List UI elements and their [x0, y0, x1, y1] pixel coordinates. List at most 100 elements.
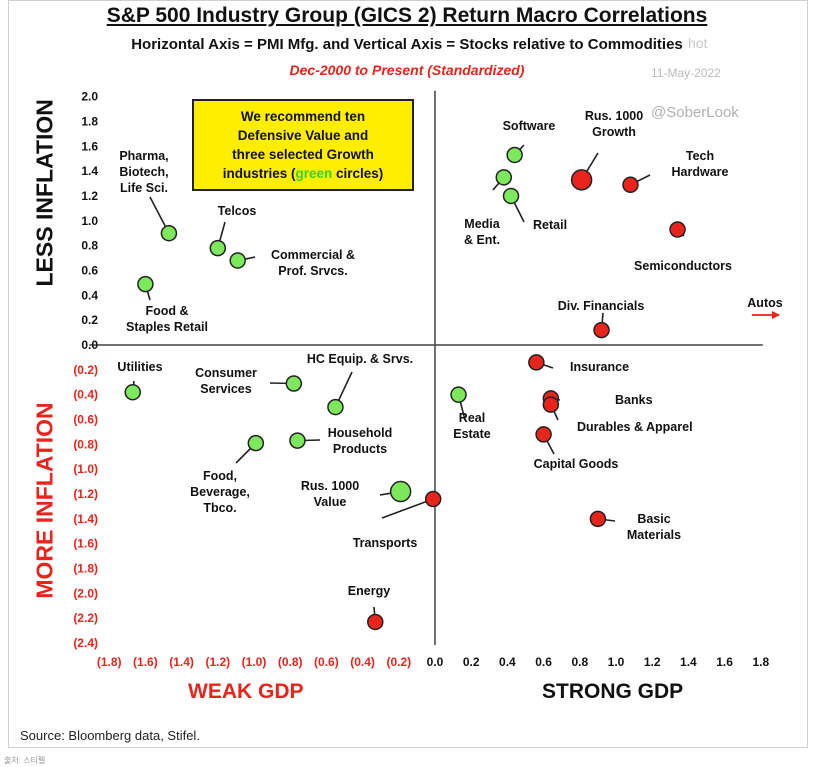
- data-point: [669, 221, 686, 238]
- y-tick-label: (2.0): [73, 586, 98, 600]
- y-tick-label: 2.0: [81, 90, 98, 104]
- leader-line: [381, 498, 434, 519]
- data-point: [327, 398, 344, 416]
- callout-text: industries (: [222, 166, 296, 181]
- offchart-arrow-head: [772, 311, 780, 319]
- y-tick-label: 0.6: [81, 263, 98, 277]
- x-tick-label: (1.8): [97, 655, 122, 669]
- point-label: Consumer Services: [195, 366, 257, 396]
- y-tick-label: (0.6): [73, 413, 98, 427]
- recommendation-callout: We recommend ten Defensive Value and thr…: [192, 99, 414, 191]
- data-point: [495, 169, 513, 186]
- point-label: Energy: [348, 584, 390, 598]
- point-label-line: Media: [464, 217, 500, 231]
- data-point: [506, 146, 523, 164]
- chart-title: S&P 500 Industry Group (GICS 2) Return M…: [106, 4, 708, 27]
- callout-green-word: green: [295, 166, 333, 181]
- x-tick-label: (0.2): [386, 655, 411, 669]
- y-tick-label: (0.2): [73, 363, 98, 377]
- x-tick-label: 0.8: [571, 655, 588, 669]
- y-tick-label: 1.2: [81, 189, 98, 203]
- y-tick-label: (1.8): [73, 562, 98, 576]
- point-label-line: Retail: [533, 218, 567, 232]
- y-tick-label: (2.4): [73, 636, 98, 650]
- point-label-line: Tbco.: [203, 501, 236, 515]
- point-label-line: Value: [314, 495, 347, 509]
- y-tick-label: (1.4): [73, 512, 98, 526]
- x-tick-label: 0.6: [535, 655, 552, 669]
- point-label: Rus. 1000 Growth: [585, 109, 643, 139]
- point-label-line: Div. Financials: [558, 299, 645, 313]
- point-label: Div. Financials: [558, 299, 645, 313]
- data-point: [389, 480, 412, 503]
- data-point: [137, 275, 154, 293]
- x-tick-label: 0.4: [499, 655, 516, 669]
- point-label-line: Rus. 1000: [301, 479, 359, 493]
- point-label-line: Food,: [203, 469, 237, 483]
- x-axis-label-strong-gdp: STRONG GDP: [542, 680, 684, 703]
- x-tick-label: 1.8: [752, 655, 769, 669]
- data-point: [535, 426, 552, 443]
- point-label: Commercial & Prof. Srvcs.: [271, 248, 355, 278]
- y-tick-label: 0.8: [81, 239, 98, 253]
- x-tick-label: 1.2: [644, 655, 661, 669]
- point-label-line: Services: [200, 382, 251, 396]
- data-point: [247, 434, 265, 452]
- data-point: [502, 187, 520, 205]
- point-label: Transports: [353, 536, 418, 550]
- data-point: [622, 176, 639, 194]
- y-tick-label: (0.8): [73, 437, 98, 451]
- point-label: Utilities: [117, 360, 162, 374]
- callout-line: industries (green circles): [194, 164, 412, 183]
- point-label-line: Durables & Apparel: [577, 420, 693, 434]
- data-point: [450, 386, 467, 403]
- y-tick-label: 1.4: [81, 164, 98, 178]
- x-tick-label: (0.6): [314, 655, 339, 669]
- y-tick-label: 0.2: [81, 313, 98, 327]
- point-label-line: Biotech,: [119, 165, 168, 179]
- point-label-line: Growth: [592, 125, 636, 139]
- point-label-line: Tech: [686, 149, 714, 163]
- y-tick-label: 0.4: [81, 288, 98, 302]
- x-tick-label: (1.6): [133, 655, 158, 669]
- point-label-line: & Ent.: [464, 233, 500, 247]
- watermark: @SoberLook: [651, 104, 739, 121]
- point-label-line: Commercial &: [271, 248, 355, 262]
- watermark-fragment: hot: [688, 35, 708, 51]
- point-label: Food, Beverage, Tbco.: [190, 469, 250, 515]
- point-label: Food & Staples Retail: [126, 304, 208, 334]
- point-label: HC Equip. & Srvs.: [307, 352, 413, 366]
- point-label: Banks: [615, 393, 653, 407]
- data-point: [160, 224, 178, 242]
- y-tick-label: (0.4): [73, 388, 98, 402]
- y-tick-label: 1.6: [81, 139, 98, 153]
- y-tick-label: (1.2): [73, 487, 98, 501]
- point-label-line: Food &: [145, 304, 188, 318]
- x-tick-label: 1.4: [680, 655, 697, 669]
- point-label-line: Consumer: [195, 366, 257, 380]
- point-label-line: Estate: [453, 427, 491, 441]
- point-label: Basic Materials: [627, 512, 681, 542]
- point-label: Semiconductors: [634, 259, 732, 273]
- data-point: [289, 432, 306, 449]
- offchart-label: Autos: [747, 296, 782, 310]
- point-label-line: Software: [503, 119, 556, 133]
- point-label-line: Transports: [353, 536, 418, 550]
- y-tick-label: (2.2): [73, 611, 98, 625]
- point-label-line: Capital Goods: [534, 457, 619, 471]
- point-label-line: Pharma,: [119, 149, 168, 163]
- point-label: Media & Ent.: [464, 217, 501, 247]
- y-axis-label-less-inflation: LESS INFLATION: [31, 99, 58, 287]
- point-label: Software: [503, 119, 556, 133]
- chart-period: Dec-2000 to Present (Standardized): [289, 62, 525, 78]
- callout-line: Defensive Value and: [237, 128, 369, 143]
- point-label: Tech Hardware: [672, 149, 729, 179]
- point-label: Rus. 1000 Value: [301, 479, 359, 509]
- point-label-line: Energy: [348, 584, 390, 598]
- point-label-line: Household: [328, 426, 393, 440]
- data-point: [285, 375, 303, 392]
- callout-text: circles): [332, 166, 384, 181]
- x-axis-label-weak-gdp: WEAK GDP: [188, 680, 304, 703]
- point-label-line: Rus. 1000: [585, 109, 643, 123]
- data-point: [528, 354, 545, 371]
